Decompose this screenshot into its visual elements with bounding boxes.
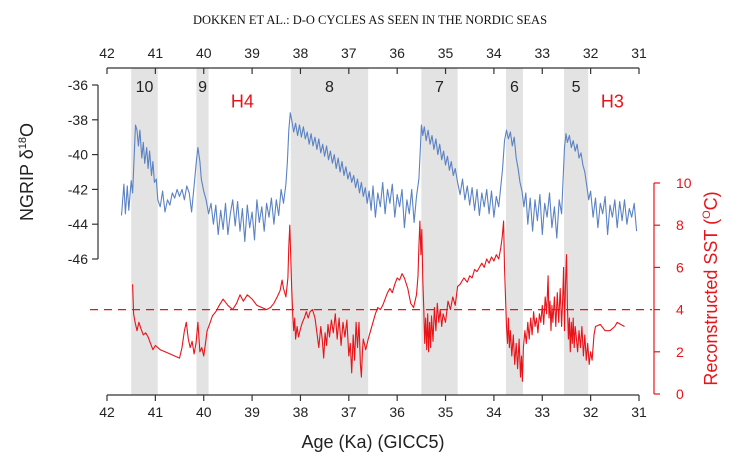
reconstructed-sst-line xyxy=(132,220,625,382)
left-axis-title-sup: 18 xyxy=(17,137,29,149)
top-axis-tick-label: 39 xyxy=(244,45,260,61)
left-axis-title-end: O xyxy=(17,123,37,137)
right-axis-tick-label: 8 xyxy=(676,217,684,233)
series-lines xyxy=(120,112,638,382)
left-axis-tick-label: -36 xyxy=(68,77,88,93)
top-axis-tick-label: 31 xyxy=(631,45,647,61)
right-axis-title: Reconstructed SST (OC) xyxy=(701,191,721,385)
x-axis-tick-label: 35 xyxy=(438,404,454,420)
ngrip-d18o-line xyxy=(120,112,638,243)
x-axis-tick-label: 34 xyxy=(486,404,502,420)
top-axis-tick-label: 32 xyxy=(583,45,599,61)
right-axis-title-main: Reconstructed SST ( xyxy=(701,219,721,386)
top-axis-tick-label: 41 xyxy=(148,45,164,61)
left-axis-tick-label: -42 xyxy=(68,181,88,197)
x-axis-tick-label: 38 xyxy=(293,404,309,420)
right-axis-tick-label: 4 xyxy=(676,302,684,318)
left-axis-tick-label: -46 xyxy=(68,251,88,267)
x-axis-tick-label: 41 xyxy=(148,404,164,420)
x-axis-tick-label: 31 xyxy=(631,404,647,420)
left-axis-title-main: NGRIP δ xyxy=(17,149,37,221)
heinrich-label-h3: H3 xyxy=(601,92,624,112)
x-axis-tick-label: 37 xyxy=(341,404,357,420)
top-axis-tick-label: 40 xyxy=(196,45,212,61)
top-axis-tick-label: 38 xyxy=(293,45,309,61)
right-axis-tick-label: 6 xyxy=(676,259,684,275)
interstadial-band-6 xyxy=(506,68,523,395)
top-axis-tick-label: 36 xyxy=(389,45,405,61)
interstadial-band-10 xyxy=(131,68,158,395)
interstadial-label-9: 9 xyxy=(198,79,207,96)
top-axis-tick-label: 34 xyxy=(486,45,502,61)
right-axis-title-sup: O xyxy=(701,210,713,219)
left-axis-title: NGRIP δ18O xyxy=(17,123,37,221)
interstadial-label-5: 5 xyxy=(572,79,581,96)
left-axis-tick-label: -44 xyxy=(68,216,88,232)
top-axis-tick-label: 42 xyxy=(99,45,115,61)
interstadial-band-9 xyxy=(196,68,209,395)
right-axis-tick-label: 2 xyxy=(676,344,684,360)
interstadial-label-8: 8 xyxy=(325,79,334,96)
interstadial-band-8 xyxy=(290,68,369,395)
interstadial-label-6: 6 xyxy=(510,79,519,96)
chart-labels: 10 9 8 7 6 5 H4 H3 xyxy=(136,79,624,112)
x-axis-tick-label: 32 xyxy=(583,404,599,420)
x-axis-tick-label: 40 xyxy=(196,404,212,420)
right-axis-title-end: C) xyxy=(701,191,721,210)
right-axis-tick-label: 0 xyxy=(676,386,684,402)
x-axis-tick-label: 36 xyxy=(389,404,405,420)
left-axis-tick-label: -38 xyxy=(68,112,88,128)
top-axis-tick-label: 33 xyxy=(534,45,550,61)
interstadial-label-10: 10 xyxy=(136,79,154,96)
figure-running-title: DOKKEN ET AL.: D-O CYCLES AS SEEN IN THE… xyxy=(192,13,548,27)
top-axis-tick-label: 37 xyxy=(341,45,357,61)
top-axis-tick-label: 35 xyxy=(438,45,454,61)
left-axis-tick-label: -40 xyxy=(68,147,88,163)
x-axis-tick-label: 33 xyxy=(534,404,550,420)
x-axis-tick-label: 42 xyxy=(99,404,115,420)
x-axis-tick-label: 39 xyxy=(244,404,260,420)
right-axis-tick-label: 10 xyxy=(676,175,692,191)
x-axis-title: Age (Ka) (GICC5) xyxy=(301,432,444,452)
interstadial-label-7: 7 xyxy=(435,79,444,96)
heinrich-label-h4: H4 xyxy=(231,92,254,112)
